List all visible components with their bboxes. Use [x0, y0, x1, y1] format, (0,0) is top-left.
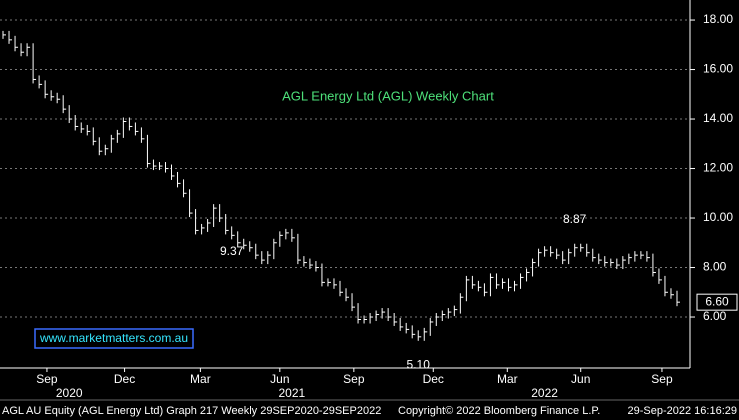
- chart-title: AGL Energy Ltd (AGL) Weekly Chart: [282, 88, 494, 103]
- x-tick-label: Dec: [114, 372, 135, 386]
- footer-right: 29-Sep-2022 16:16:29: [628, 405, 737, 417]
- watermark: www.marketmatters.com.au: [39, 331, 188, 345]
- x-tick-label: Jun: [571, 372, 590, 386]
- year-label: 2021: [279, 386, 306, 400]
- y-tick-label: 6.00: [703, 309, 727, 323]
- x-tick-label: Mar: [190, 372, 211, 386]
- last-price-label: 6.60: [705, 294, 729, 308]
- x-tick-label: Dec: [423, 372, 444, 386]
- x-tick-label: Sep: [36, 372, 58, 386]
- annotation: 5.10: [407, 357, 431, 371]
- footer-left: AGL AU Equity (AGL Energy Ltd) Graph 217…: [2, 405, 381, 417]
- y-tick-label: 12.00: [703, 161, 733, 175]
- watermark-box: [34, 328, 194, 349]
- x-tick-label: Jun: [270, 372, 289, 386]
- y-tick-label: 18.00: [703, 12, 733, 26]
- footer-center: Copyright© 2022 Bloomberg Finance L.P.: [398, 405, 600, 417]
- year-label: 2020: [56, 386, 83, 400]
- annotation: 9.37: [220, 244, 244, 258]
- x-tick-label: Mar: [497, 372, 518, 386]
- x-tick-label: Sep: [651, 372, 673, 386]
- y-tick-label: 10.00: [703, 210, 733, 224]
- last-price-box: [696, 293, 738, 311]
- y-tick-label: 8.00: [703, 260, 727, 274]
- y-tick-label: 14.00: [703, 111, 733, 125]
- x-tick-label: Sep: [343, 372, 365, 386]
- annotation: 8.87: [563, 212, 587, 226]
- y-tick-label: 16.00: [703, 62, 733, 76]
- year-label: 2022: [531, 386, 558, 400]
